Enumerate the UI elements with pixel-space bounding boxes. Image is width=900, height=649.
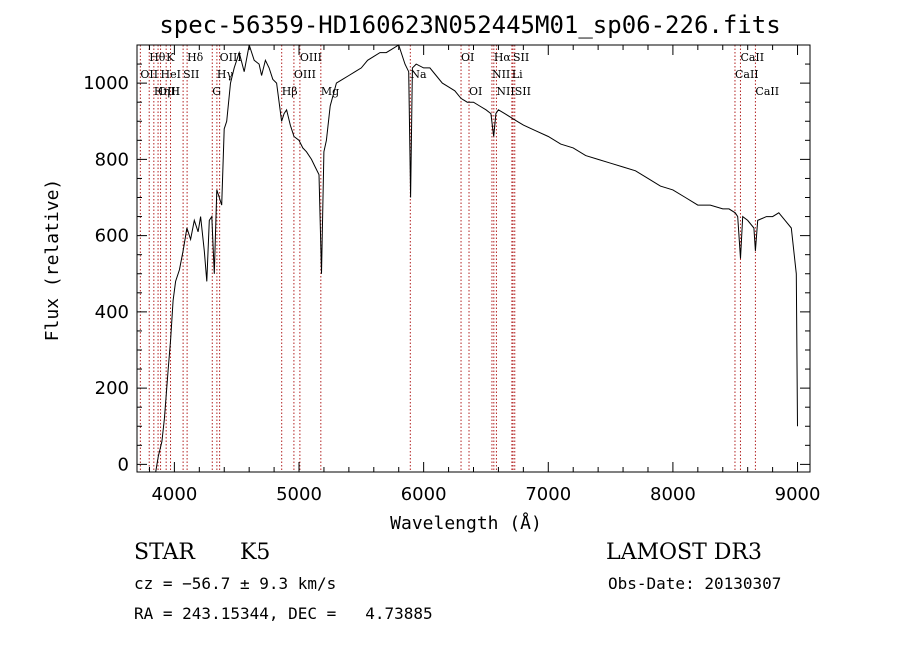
chart-title: spec-56359-HD160623N052445M01_sp06-226.f… <box>159 11 780 39</box>
x-tick-label: 4000 <box>151 484 197 505</box>
spectral-line-label: Na <box>410 68 427 81</box>
spectral-line-label: Hβ <box>282 85 298 98</box>
spectral-line-label: NII <box>496 85 514 98</box>
y-tick-label: 800 <box>95 149 129 170</box>
spectral-line-label: SII <box>515 85 531 98</box>
spectral-line-label: OIII <box>300 51 322 64</box>
y-axis-label: Flux (relative) <box>42 179 63 342</box>
spectral-line-label: Li <box>512 68 523 81</box>
spectral-line-label: OIII <box>220 51 242 64</box>
x-tick-label: 5000 <box>276 484 322 505</box>
spectral-line-label: K <box>166 51 175 64</box>
coordinates: RA = 243.15344, DEC = 4.73885 <box>134 604 433 623</box>
object-subclass: K5 <box>240 540 271 565</box>
spectral-line-label: HeI <box>161 68 181 81</box>
x-axis-label: Wavelength (Å) <box>390 512 542 534</box>
x-tick-label: 8000 <box>650 484 696 505</box>
spectral-line-label: Hδ <box>187 51 204 64</box>
spectral-line-markers <box>139 45 756 472</box>
x-tick-label: 9000 <box>775 484 821 505</box>
spectral-line-label: CaII <box>735 68 759 81</box>
observation-date: Obs-Date: 20130307 <box>608 574 782 593</box>
survey-name: LAMOST DR3 <box>606 540 762 565</box>
y-tick-label: 1000 <box>83 73 129 94</box>
spectrum-line <box>155 44 798 473</box>
spectral-line-label: G <box>212 85 221 98</box>
spectral-line-label: CaII <box>740 51 764 64</box>
y-tick-label: 400 <box>95 302 129 323</box>
spectral-line-label: OI <box>461 51 474 64</box>
y-tick-label: 600 <box>95 226 129 247</box>
plot-frame <box>136 44 811 473</box>
y-axis-ticks: 0 200 400 600 800 1000 <box>83 44 810 475</box>
spectral-line-label: OIII <box>294 68 316 81</box>
spectral-line-label: Hγ <box>217 68 234 81</box>
spectral-line-label: CaII <box>755 85 779 98</box>
y-tick-label: 200 <box>95 378 129 399</box>
spectral-line-label: OI <box>469 85 482 98</box>
spectral-line-label: Hα <box>494 51 512 64</box>
spectral-line-label: Mg <box>321 85 339 98</box>
spectral-line-label: OII <box>140 68 158 81</box>
y-tick-label: 0 <box>118 454 129 475</box>
spectral-line-label: Hη <box>154 85 170 98</box>
spectral-line-label: SII <box>513 51 529 64</box>
x-axis-ticks: 4000 5000 6000 7000 8000 9000 <box>148 45 821 505</box>
spectral-line-label: OIII <box>158 85 180 98</box>
spectral-line-label: Hθ <box>149 51 166 64</box>
spectral-line-label: H <box>171 85 181 98</box>
spectral-line-label: SII <box>183 68 199 81</box>
x-tick-label: 6000 <box>401 484 447 505</box>
x-tick-label: 7000 <box>525 484 571 505</box>
object-class: STAR <box>134 540 195 565</box>
spectral-line-label: NII <box>492 68 510 81</box>
redshift-velocity: cz = −56.7 ± 9.3 km/s <box>134 574 337 593</box>
